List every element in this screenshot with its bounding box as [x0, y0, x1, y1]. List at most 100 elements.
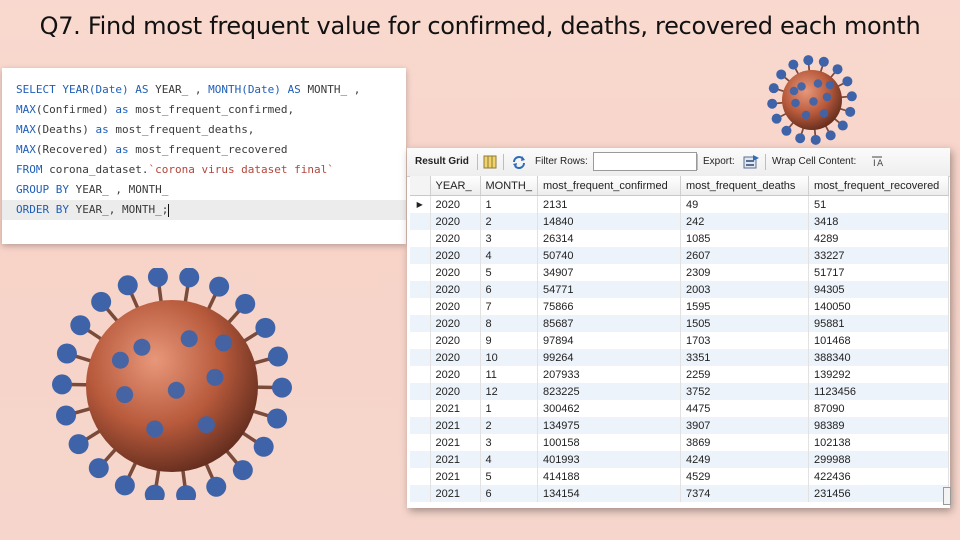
table-cell[interactable]: 2021 — [430, 400, 481, 417]
row-header[interactable] — [410, 485, 431, 502]
table-cell[interactable]: 2020 — [430, 349, 481, 366]
table-cell[interactable]: 2020 — [430, 281, 481, 298]
wrap-icon[interactable]: I A — [871, 156, 883, 168]
row-header[interactable] — [410, 400, 431, 417]
row-header[interactable] — [410, 434, 431, 451]
table-cell[interactable]: 1 — [480, 400, 538, 417]
row-header[interactable] — [410, 332, 431, 349]
table-cell[interactable]: 1123456 — [808, 383, 949, 400]
table-cell[interactable]: 2021 — [430, 485, 481, 502]
table-cell[interactable]: 2020 — [430, 366, 481, 383]
table-cell[interactable]: 4 — [480, 247, 538, 264]
table-row[interactable]: 2020 5 34907 2309 51717 — [410, 264, 949, 281]
table-cell[interactable]: 134975 — [537, 417, 681, 434]
row-header[interactable] — [410, 298, 431, 315]
table-cell[interactable]: 98389 — [808, 417, 949, 434]
column-header[interactable]: YEAR_ — [430, 176, 481, 196]
table-cell[interactable]: 2021 — [430, 468, 481, 485]
row-header[interactable] — [410, 230, 431, 247]
table-cell[interactable]: 5 — [480, 264, 538, 281]
table-cell[interactable]: 102138 — [808, 434, 949, 451]
table-cell[interactable]: 33227 — [808, 247, 949, 264]
table-row[interactable]: 2020 12 823225 3752 1123456 — [410, 383, 949, 400]
column-header[interactable]: MONTH_ — [480, 176, 538, 196]
table-cell[interactable]: 140050 — [808, 298, 949, 315]
table-cell[interactable]: 401993 — [537, 451, 681, 468]
table-cell[interactable]: 7 — [480, 298, 538, 315]
row-header[interactable] — [410, 451, 431, 468]
table-cell[interactable]: 9 — [480, 332, 538, 349]
table-cell[interactable]: 2020 — [430, 230, 481, 247]
table-cell[interactable]: 2020 — [430, 315, 481, 332]
table-cell[interactable]: 1 — [480, 195, 538, 213]
filter-rows-input[interactable] — [593, 152, 697, 171]
table-cell[interactable]: 139292 — [808, 366, 949, 383]
table-cell[interactable]: 3752 — [680, 383, 809, 400]
table-cell[interactable]: 6 — [480, 281, 538, 298]
table-cell[interactable]: 11 — [480, 366, 538, 383]
table-row[interactable]: 2021 3 100158 3869 102138 — [410, 434, 949, 451]
table-cell[interactable]: 34907 — [537, 264, 681, 281]
table-cell[interactable]: 1703 — [680, 332, 809, 349]
table-cell[interactable]: 299988 — [808, 451, 949, 468]
column-header[interactable]: most_frequent_confirmed — [537, 176, 681, 196]
row-header[interactable] — [410, 417, 431, 434]
table-cell[interactable]: 2607 — [680, 247, 809, 264]
table-cell[interactable]: 94305 — [808, 281, 949, 298]
table-cell[interactable]: 99264 — [537, 349, 681, 366]
row-header[interactable] — [410, 383, 431, 400]
table-row[interactable]: 2021 5 414188 4529 422436 — [410, 468, 949, 485]
table-cell[interactable]: 422436 — [808, 468, 949, 485]
table-cell[interactable]: 2020 — [430, 213, 481, 230]
table-cell[interactable]: 1505 — [680, 315, 809, 332]
table-cell[interactable]: 2021 — [430, 451, 481, 468]
table-cell[interactable]: 2021 — [430, 417, 481, 434]
table-row[interactable]: 2020 7 75866 1595 140050 — [410, 298, 949, 315]
table-cell[interactable]: 5 — [480, 468, 538, 485]
row-header[interactable] — [410, 349, 431, 366]
table-cell[interactable]: 3418 — [808, 213, 949, 230]
table-cell[interactable]: 207933 — [537, 366, 681, 383]
table-cell[interactable]: 823225 — [537, 383, 681, 400]
row-header[interactable]: ▶ — [410, 195, 431, 213]
export-icon[interactable] — [743, 155, 759, 169]
table-cell[interactable]: 14840 — [537, 213, 681, 230]
table-cell[interactable]: 95881 — [808, 315, 949, 332]
table-cell[interactable]: 6 — [480, 485, 538, 502]
table-row[interactable]: ▶ 2020 1 2131 49 51 — [410, 195, 949, 213]
table-cell[interactable]: 2020 — [430, 264, 481, 281]
table-cell[interactable]: 3351 — [680, 349, 809, 366]
table-cell[interactable]: 7374 — [680, 485, 809, 502]
row-header[interactable] — [410, 264, 431, 281]
table-row[interactable]: 2020 10 99264 3351 388340 — [410, 349, 949, 366]
table-cell[interactable]: 51717 — [808, 264, 949, 281]
table-cell[interactable]: 10 — [480, 349, 538, 366]
table-cell[interactable]: 54771 — [537, 281, 681, 298]
table-cell[interactable]: 100158 — [537, 434, 681, 451]
table-cell[interactable]: 2020 — [430, 332, 481, 349]
scrollbar-thumb[interactable] — [943, 487, 951, 505]
table-cell[interactable]: 50740 — [537, 247, 681, 264]
table-row[interactable]: 2020 4 50740 2607 33227 — [410, 247, 949, 264]
table-row[interactable]: 2020 9 97894 1703 101468 — [410, 332, 949, 349]
table-cell[interactable]: 2020 — [430, 298, 481, 315]
table-cell[interactable]: 4529 — [680, 468, 809, 485]
table-cell[interactable]: 134154 — [537, 485, 681, 502]
refresh-icon[interactable] — [511, 155, 527, 169]
table-cell[interactable]: 87090 — [808, 400, 949, 417]
table-cell[interactable]: 231456 — [808, 485, 949, 502]
table-row[interactable]: 2021 6 134154 7374 231456 — [410, 485, 949, 502]
table-row[interactable]: 2020 2 14840 242 3418 — [410, 213, 949, 230]
table-row[interactable]: 2021 1 300462 4475 87090 — [410, 400, 949, 417]
table-cell[interactable]: 26314 — [537, 230, 681, 247]
table-cell[interactable]: 51 — [808, 195, 949, 213]
table-row[interactable]: 2020 11 207933 2259 139292 — [410, 366, 949, 383]
table-cell[interactable]: 75866 — [537, 298, 681, 315]
table-cell[interactable]: 12 — [480, 383, 538, 400]
grid-icon[interactable] — [483, 155, 497, 169]
table-cell[interactable]: 2 — [480, 417, 538, 434]
row-header[interactable] — [410, 468, 431, 485]
table-cell[interactable]: 85687 — [537, 315, 681, 332]
table-cell[interactable]: 4289 — [808, 230, 949, 247]
table-cell[interactable]: 2309 — [680, 264, 809, 281]
